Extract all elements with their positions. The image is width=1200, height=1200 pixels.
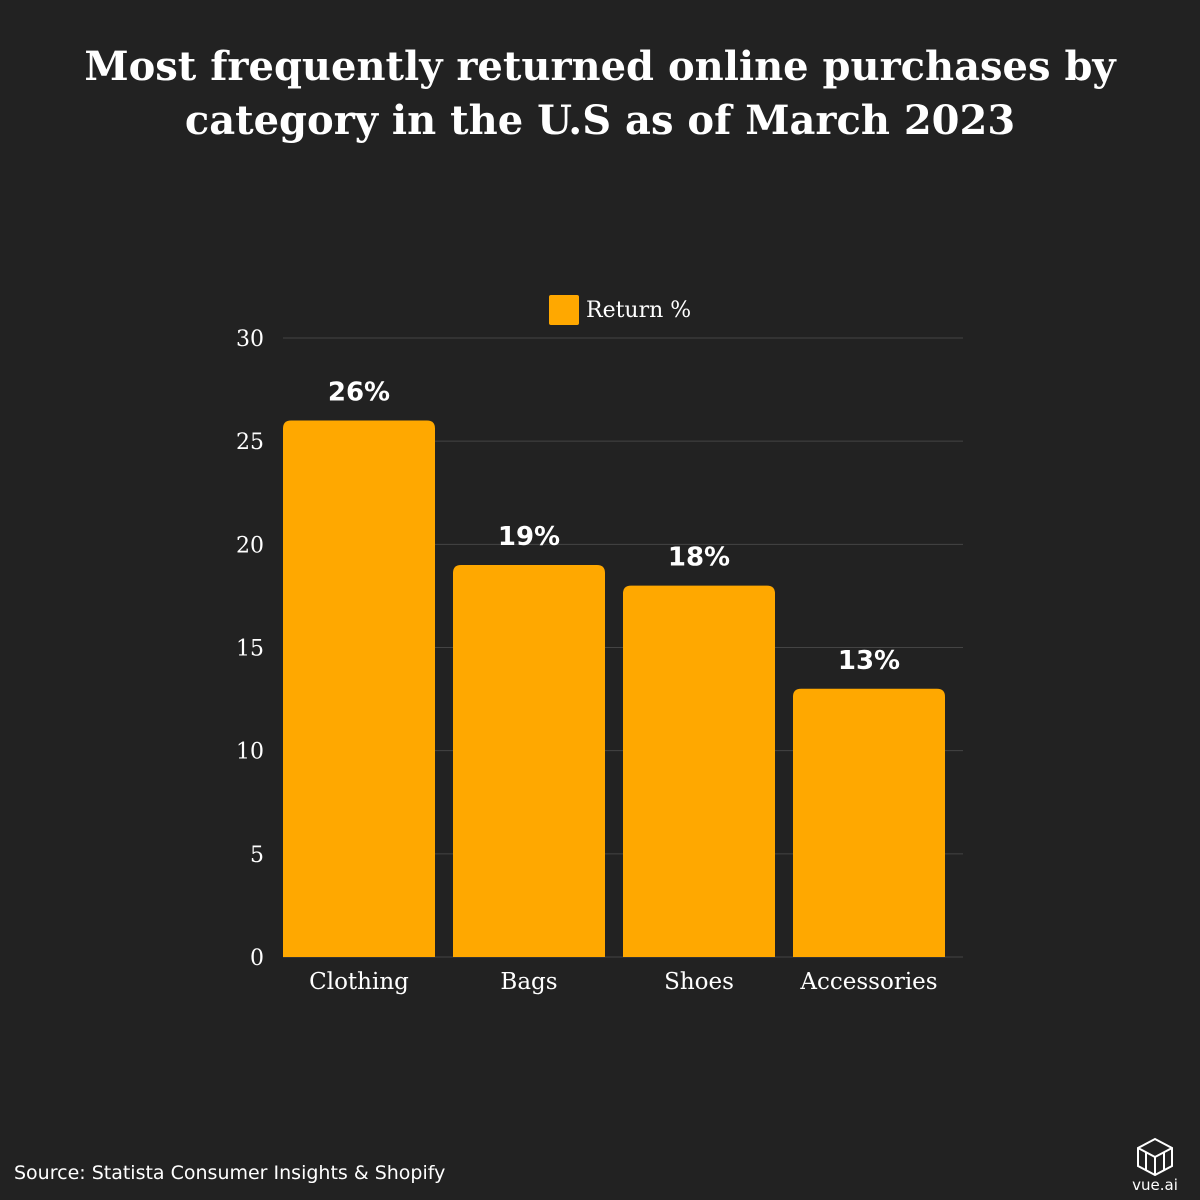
data-label: 19% [498, 522, 560, 552]
source-note: Source: Statista Consumer Insights & Sho… [14, 1162, 446, 1184]
logo-text: vue.ai [1132, 1176, 1178, 1194]
bar-bags [453, 564, 605, 957]
data-label: 26% [328, 378, 390, 408]
x-tick-label: Clothing [309, 969, 409, 995]
x-tick-label: Shoes [664, 969, 734, 995]
data-label: 13% [838, 646, 900, 676]
x-tick-label: Bags [500, 969, 557, 995]
bar-clothing [283, 420, 435, 957]
y-tick-label: 15 [236, 637, 264, 662]
y-tick-label: 30 [236, 327, 264, 352]
x-tick-label: Accessories [799, 969, 937, 995]
legend-label: Return % [586, 297, 692, 323]
chart-legend: Return % [549, 295, 691, 325]
chart-title: Most frequently returned online purchase… [84, 43, 1116, 144]
y-tick-label: 20 [236, 533, 264, 558]
vue-ai-logo-icon [1137, 1137, 1173, 1177]
bar-shoes [623, 585, 775, 957]
data-label: 18% [668, 543, 730, 573]
vue-ai-logo: vue.ai [1120, 1136, 1190, 1196]
y-tick-label: 10 [236, 740, 264, 765]
y-tick-label: 0 [250, 946, 264, 971]
legend-swatch [549, 295, 579, 325]
bar-accessories [793, 688, 945, 957]
y-tick-label: 25 [236, 430, 264, 455]
y-tick-label: 5 [250, 843, 264, 868]
